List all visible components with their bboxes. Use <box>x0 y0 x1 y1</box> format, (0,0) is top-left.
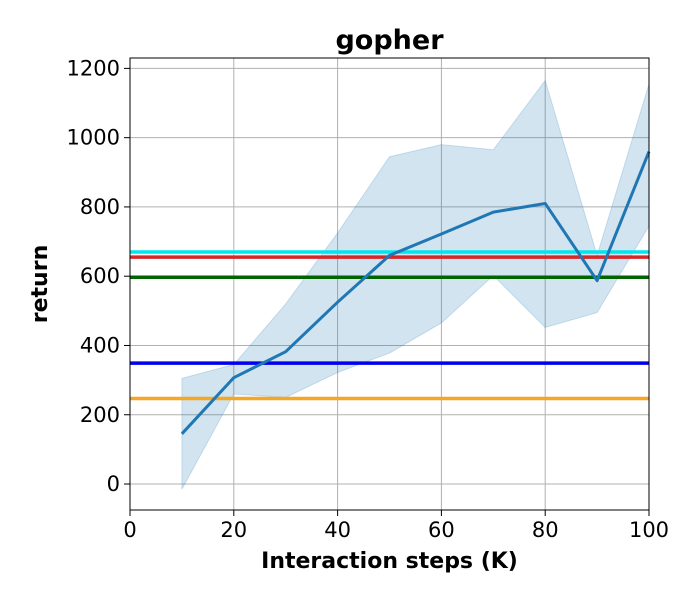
x-tick-label: 0 <box>123 518 136 542</box>
y-tick-label: 200 <box>80 403 120 427</box>
confidence-bands <box>181 79 650 490</box>
x-tick-label: 60 <box>428 518 455 542</box>
confidence-band <box>181 79 650 490</box>
y-tick-label: 1200 <box>67 56 120 80</box>
y-tick-label: 800 <box>80 195 120 219</box>
x-tick-label: 20 <box>220 518 247 542</box>
plot-frame <box>129 57 650 511</box>
y-axis-ticks: 0 200 400 600 800 1000 1200 <box>67 56 130 496</box>
y-tick-label: 400 <box>80 333 120 357</box>
x-tick-label: 80 <box>532 518 559 542</box>
chart-title: gopher <box>335 25 444 56</box>
series-lines <box>180 150 651 435</box>
series-line <box>180 150 651 435</box>
y-axis-label: return <box>28 245 53 323</box>
x-tick-label: 100 <box>629 518 669 542</box>
x-axis-ticks: 0 20 40 60 80 100 <box>123 510 669 542</box>
y-tick-label: 600 <box>80 264 120 288</box>
x-axis-label: Interaction steps (K) <box>261 549 518 574</box>
y-tick-label: 1000 <box>67 126 120 150</box>
y-tick-label: 0 <box>107 472 120 496</box>
x-tick-label: 40 <box>324 518 351 542</box>
